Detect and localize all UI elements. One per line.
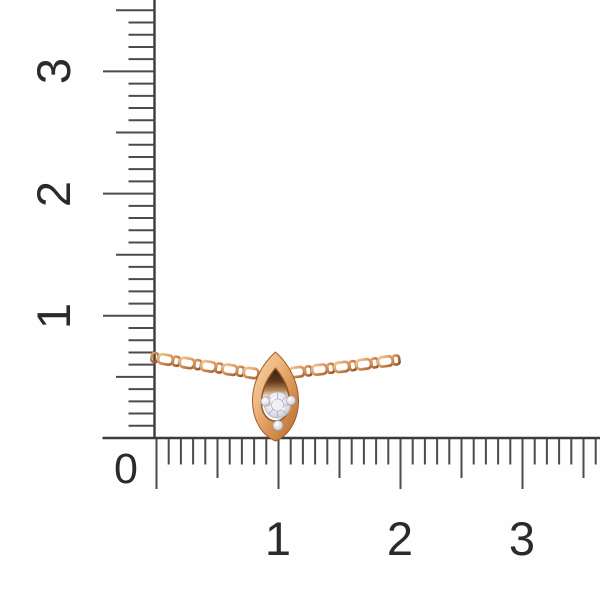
diamond-facet-lines — [264, 392, 291, 418]
ruler — [102, 0, 600, 489]
prong-right — [286, 395, 296, 406]
ruler-label-origin: 0 — [114, 444, 138, 493]
pendant — [251, 351, 300, 442]
chain-connector-link — [391, 354, 401, 366]
ruler-label-v2: 2 — [26, 180, 80, 208]
chain-link — [310, 363, 329, 377]
prong-left — [260, 396, 271, 407]
diamond-sparkle — [271, 398, 274, 401]
chain-link — [333, 360, 351, 374]
diamond-sparkle — [281, 407, 285, 411]
chain-link — [355, 357, 373, 371]
chain-link — [242, 366, 260, 380]
ruler-label-v3: 3 — [26, 57, 80, 85]
chain-link — [178, 356, 196, 370]
chain-link — [199, 359, 218, 373]
prongs — [260, 395, 296, 431]
chain-link — [156, 352, 175, 367]
diamond — [264, 391, 291, 419]
chain-connector-link — [303, 365, 314, 377]
ruler-label-h1: 1 — [264, 511, 292, 565]
ruler-label-h2: 2 — [386, 511, 414, 565]
prong-bottom — [272, 420, 284, 431]
ruler-label-h3: 3 — [508, 511, 536, 565]
chain-link — [376, 354, 395, 368]
ruler-label-v1: 1 — [26, 302, 80, 330]
chain-link — [221, 363, 239, 377]
